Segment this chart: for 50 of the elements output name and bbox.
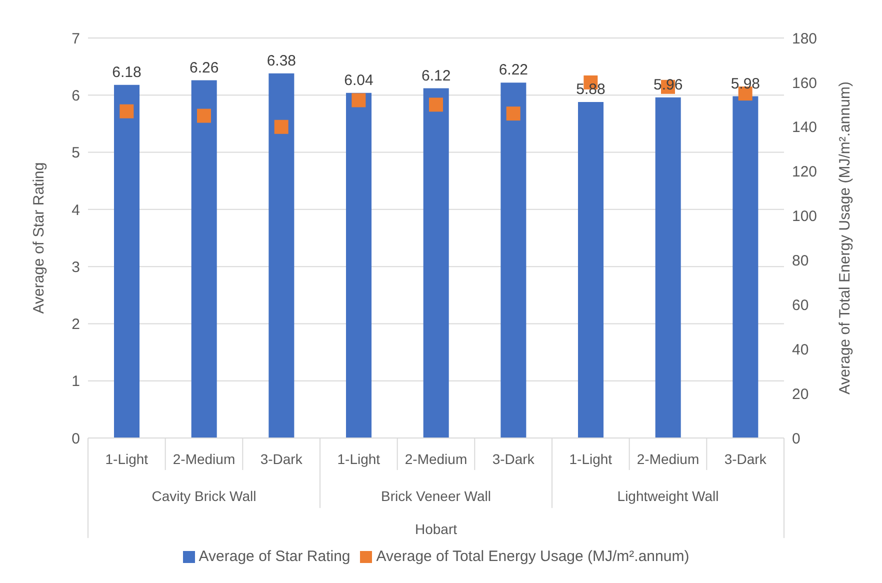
x-tick-label: 2-Medium [636,451,700,467]
y-tick-label: 3 [72,258,80,276]
x-tick-label: 3-Dark [724,451,768,467]
y-tick-label: 2 [72,316,80,334]
y2-tick-label: 120 [792,164,818,181]
x-tick-label: 2-Medium [404,451,468,467]
text: Lightweight Wall [617,488,719,504]
legend-label: Average of Star Rating [198,548,350,565]
y-tick-label: 4 [72,202,80,219]
y2-tick-label: 60 [792,296,809,314]
y2-tick-label: 0 [792,430,800,448]
text: Cavity Brick Wall [152,488,256,504]
y-axis-title: Average of Star Rating [30,162,48,314]
data-label: 6.04 [344,72,374,89]
y2-axis-title: Average of Total Energy Usage (MJ/m².annum) [836,82,854,394]
y-tick-label: 1 [72,373,80,390]
x-tick-label: 1-Light [337,451,380,467]
data-label: 5.96 [653,76,683,94]
x-tick-label: 3-Dark [260,451,304,467]
y-tick-label: 7 [72,30,80,48]
point [120,104,134,118]
data-label: 6.22 [498,62,528,79]
data-label: 6.18 [112,64,142,81]
y2-tick-label: 140 [792,119,818,136]
y2-tick-label: 80 [792,252,809,270]
point [197,108,211,123]
y-tick-label: 5 [72,144,80,162]
x-tick-label: 3-Dark [492,451,536,467]
y2-tick-label: 180 [792,30,818,48]
point [274,120,288,134]
x-tick-label: 2-Medium [172,451,236,467]
data-label: 6.26 [189,59,219,76]
y2-tick-label: 100 [792,208,818,226]
x-tick-label: 1-Light [569,451,612,467]
y-tick-label: 0 [72,430,80,448]
point [352,93,366,108]
y2-tick-label: 160 [792,74,818,92]
data-label: 6.12 [421,67,451,84]
y2-tick-label: 20 [792,386,809,403]
y-tick-label: 6 [72,87,80,104]
text: Brick Veneer Wall [381,488,491,504]
y2-tick-label: 40 [792,341,809,358]
point [429,98,443,112]
data-label: 5.88 [576,81,606,98]
legend-label: Average of Total Energy Usage (MJ/m².annum) [376,548,690,565]
data-label: 6.38 [266,52,296,70]
data-label: 5.98 [730,75,760,92]
x-tick-label: 1-Light [105,451,148,467]
text: Hobart [414,521,458,537]
point [506,106,520,121]
